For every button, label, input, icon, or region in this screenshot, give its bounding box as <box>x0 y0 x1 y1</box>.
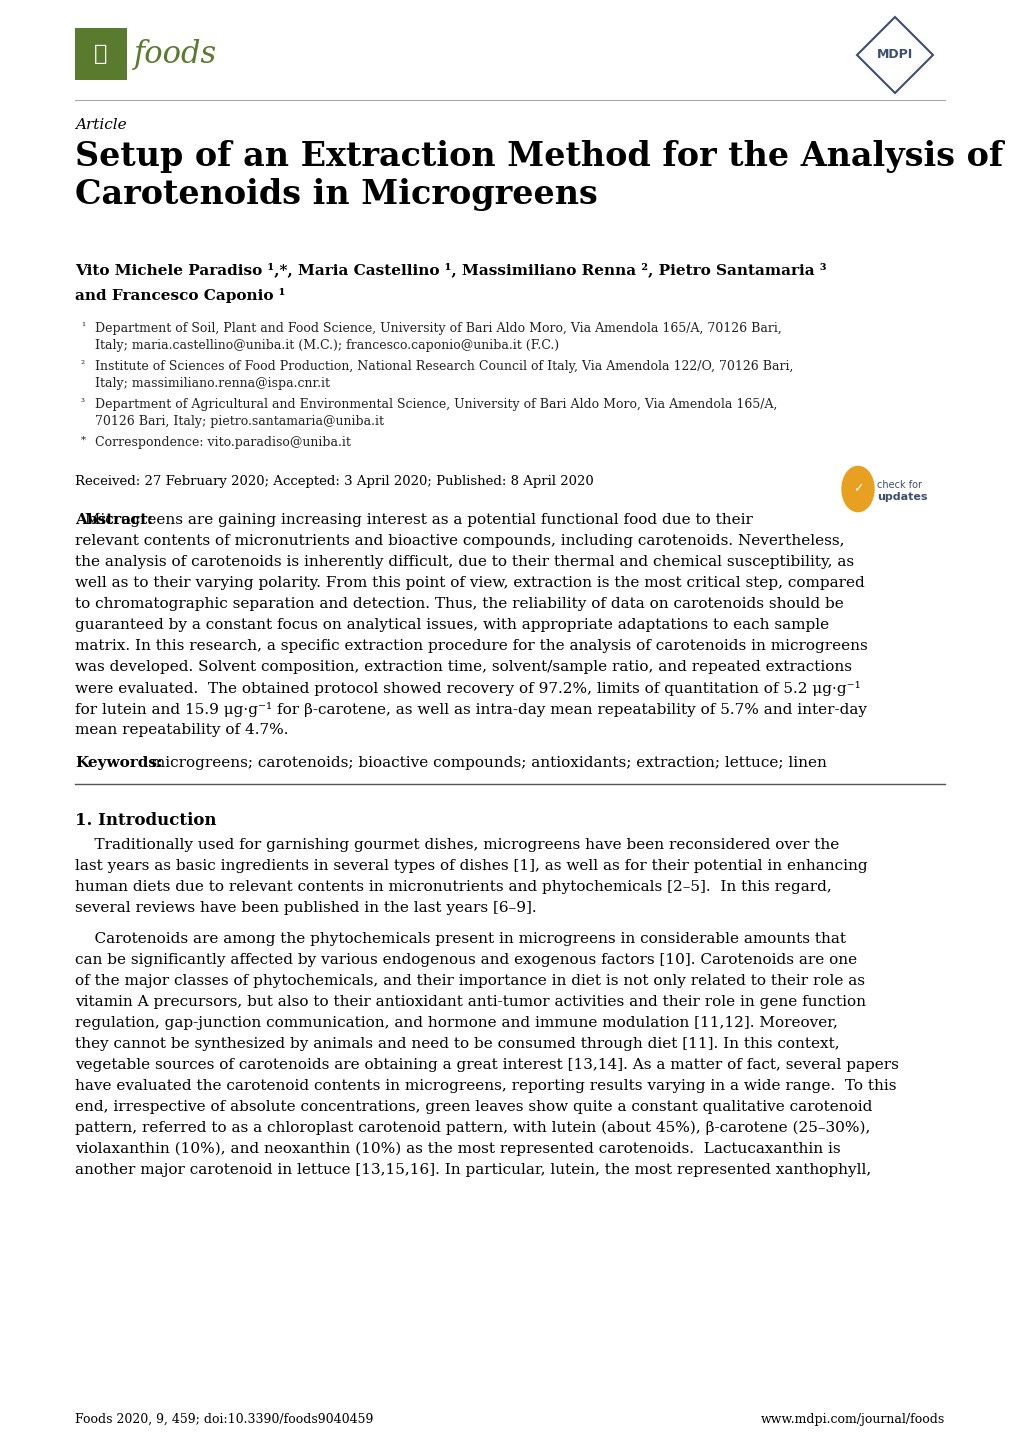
Text: for lutein and 15.9 μg·g⁻¹ for β-carotene, as well as intra-day mean repeatabili: for lutein and 15.9 μg·g⁻¹ for β-caroten… <box>75 702 866 717</box>
Text: Vito Michele Paradiso ¹,*, Maria Castellino ¹, Massimiliano Renna ², Pietro Sant: Vito Michele Paradiso ¹,*, Maria Castell… <box>75 262 825 277</box>
Text: check for: check for <box>876 480 921 490</box>
Text: to chromatographic separation and detection. Thus, the reliability of data on ca: to chromatographic separation and detect… <box>75 597 843 611</box>
Text: ¹: ¹ <box>81 322 85 332</box>
Text: www.mdpi.com/journal/foods: www.mdpi.com/journal/foods <box>760 1413 944 1426</box>
Text: they cannot be synthesized by animals and need to be consumed through diet [11].: they cannot be synthesized by animals an… <box>75 1037 839 1051</box>
Text: can be significantly affected by various endogenous and exogenous factors [10]. : can be significantly affected by various… <box>75 953 856 968</box>
Text: vitamin A precursors, but also to their antioxidant anti-tumor activities and th: vitamin A precursors, but also to their … <box>75 995 865 1009</box>
Text: regulation, gap-junction communication, and hormone and immune modulation [11,12: regulation, gap-junction communication, … <box>75 1017 837 1030</box>
Text: Italy; maria.castellino@uniba.it (M.C.); francesco.caponio@uniba.it (F.C.): Italy; maria.castellino@uniba.it (M.C.);… <box>95 339 558 352</box>
Text: violaxanthin (10%), and neoxanthin (10%) as the most represented carotenoids.  L: violaxanthin (10%), and neoxanthin (10%)… <box>75 1142 840 1156</box>
Text: ²: ² <box>81 360 85 369</box>
Text: foods: foods <box>133 39 217 69</box>
Text: end, irrespective of absolute concentrations, green leaves show quite a constant: end, irrespective of absolute concentrat… <box>75 1100 871 1115</box>
Text: ³: ³ <box>81 398 85 407</box>
Text: vegetable sources of carotenoids are obtaining a great interest [13,14]. As a ma: vegetable sources of carotenoids are obt… <box>75 1058 898 1071</box>
Text: 70126 Bari, Italy; pietro.santamaria@uniba.it: 70126 Bari, Italy; pietro.santamaria@uni… <box>95 415 383 428</box>
Text: and Francesco Caponio ¹: and Francesco Caponio ¹ <box>75 288 285 303</box>
Text: Ⓞ: Ⓞ <box>94 45 108 63</box>
Text: well as to their varying polarity. From this point of view, extraction is the mo: well as to their varying polarity. From … <box>75 575 864 590</box>
Text: 1. Introduction: 1. Introduction <box>75 812 216 829</box>
Text: ✓: ✓ <box>852 483 862 496</box>
Text: Abstract:: Abstract: <box>75 513 153 526</box>
Text: Department of Agricultural and Environmental Science, University of Bari Aldo Mo: Department of Agricultural and Environme… <box>95 398 776 411</box>
Circle shape <box>841 466 873 512</box>
Text: Traditionally used for garnishing gourmet dishes, microgreens have been reconsid: Traditionally used for garnishing gourme… <box>75 838 839 852</box>
Text: Keywords:: Keywords: <box>75 756 162 770</box>
FancyBboxPatch shape <box>75 27 127 79</box>
Text: updates: updates <box>876 492 926 502</box>
Text: guaranteed by a constant focus on analytical issues, with appropriate adaptation: guaranteed by a constant focus on analyt… <box>75 619 828 632</box>
Text: matrix. In this research, a specific extraction procedure for the analysis of ca: matrix. In this research, a specific ext… <box>75 639 867 653</box>
Text: the analysis of carotenoids is inherently difficult, due to their thermal and ch: the analysis of carotenoids is inherentl… <box>75 555 853 570</box>
Text: of the major classes of phytochemicals, and their importance in diet is not only: of the major classes of phytochemicals, … <box>75 973 864 988</box>
Text: were evaluated.  The obtained protocol showed recovery of 97.2%, limits of quant: were evaluated. The obtained protocol sh… <box>75 681 860 696</box>
Text: Foods 2020, 9, 459; doi:10.3390/foods9040459: Foods 2020, 9, 459; doi:10.3390/foods904… <box>75 1413 373 1426</box>
Text: pattern, referred to as a chloroplast carotenoid pattern, with lutein (about 45%: pattern, referred to as a chloroplast ca… <box>75 1120 869 1135</box>
Text: Received: 27 February 2020; Accepted: 3 April 2020; Published: 8 April 2020: Received: 27 February 2020; Accepted: 3 … <box>75 474 593 487</box>
Text: another major carotenoid in lettuce [13,15,16]. In particular, lutein, the most : another major carotenoid in lettuce [13,… <box>75 1164 870 1177</box>
Text: Department of Soil, Plant and Food Science, University of Bari Aldo Moro, Via Am: Department of Soil, Plant and Food Scien… <box>95 322 781 335</box>
Text: Correspondence: vito.paradiso@uniba.it: Correspondence: vito.paradiso@uniba.it <box>95 435 351 448</box>
Text: last years as basic ingredients in several types of dishes [1], as well as for t: last years as basic ingredients in sever… <box>75 859 867 872</box>
Text: Setup of an Extraction Method for the Analysis of
Carotenoids in Microgreens: Setup of an Extraction Method for the An… <box>75 140 1003 211</box>
Text: mean repeatability of 4.7%.: mean repeatability of 4.7%. <box>75 722 288 737</box>
Text: human diets due to relevant contents in micronutrients and phytochemicals [2–5].: human diets due to relevant contents in … <box>75 880 830 894</box>
Text: *: * <box>81 435 86 446</box>
Text: relevant contents of micronutrients and bioactive compounds, including carotenoi: relevant contents of micronutrients and … <box>75 534 844 548</box>
Text: Carotenoids are among the phytochemicals present in microgreens in considerable : Carotenoids are among the phytochemicals… <box>75 932 845 946</box>
Text: have evaluated the carotenoid contents in microgreens, reporting results varying: have evaluated the carotenoid contents i… <box>75 1079 896 1093</box>
Text: microgreens; carotenoids; bioactive compounds; antioxidants; extraction; lettuce: microgreens; carotenoids; bioactive comp… <box>146 756 826 770</box>
Text: MDPI: MDPI <box>876 49 912 62</box>
Text: Article: Article <box>75 118 126 133</box>
Text: was developed. Solvent composition, extraction time, solvent/sample ratio, and r: was developed. Solvent composition, extr… <box>75 660 851 673</box>
Text: Institute of Sciences of Food Production, National Research Council of Italy, Vi: Institute of Sciences of Food Production… <box>95 360 793 373</box>
Text: Italy; massimiliano.renna@ispa.cnr.it: Italy; massimiliano.renna@ispa.cnr.it <box>95 376 330 389</box>
Text: Microgreens are gaining increasing interest as a potential functional food due t: Microgreens are gaining increasing inter… <box>75 513 752 526</box>
Text: several reviews have been published in the last years [6–9].: several reviews have been published in t… <box>75 901 536 916</box>
